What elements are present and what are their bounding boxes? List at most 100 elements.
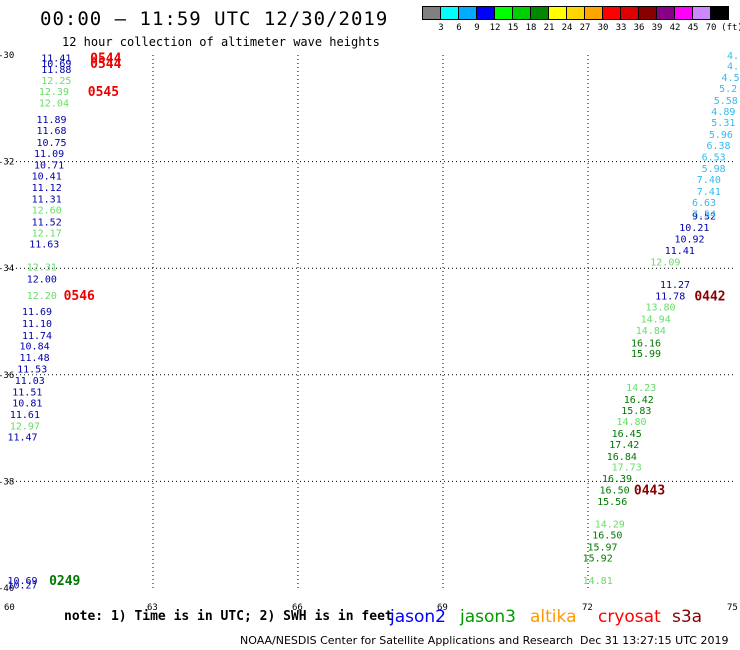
swh-data-label: 11.41 — [41, 54, 71, 65]
colorbar-label: 39 — [651, 23, 663, 33]
swh-data-label: 10.27 — [7, 580, 37, 591]
swh-data-label: 5.58 — [714, 96, 738, 107]
colorbar-label: 30 — [597, 23, 609, 33]
swh-data-label: 11.27 — [660, 280, 690, 291]
note-text: note: 1) Time is in UTC; 2) SWH is in fe… — [64, 609, 393, 624]
swh-data-label: 11.69 — [22, 307, 52, 318]
chart-title: 00:00 – 11:59 UTC 12/30/2019 — [40, 8, 389, 30]
swh-data-label: 16.45 — [612, 429, 642, 440]
swh-data-label: 4. — [727, 51, 739, 62]
swh-data-label: 11.09 — [34, 149, 64, 160]
legend-cryosat: cryosat — [598, 607, 661, 627]
swh-data-label: 10.71 — [34, 160, 64, 171]
colorbar-label: 45 — [687, 23, 699, 33]
swh-data-label: 10.41 — [32, 171, 62, 182]
colorbar-label: 33 — [615, 23, 627, 33]
swh-data-label: 10.75 — [36, 138, 66, 149]
colorbar-label: 21 — [543, 23, 555, 33]
footer: NOAA/NESDIS Center for Satellite Applica… — [240, 634, 728, 647]
swh-data-label: 12.31 — [27, 263, 57, 274]
swh-data-label: 10.81 — [12, 399, 42, 410]
swh-data-label: 14.94 — [641, 314, 671, 325]
time-annotation: 0443 — [634, 483, 665, 498]
colorbar-label: 42 — [669, 23, 681, 33]
swh-data-label: 12.00 — [27, 274, 57, 285]
swh-data-label: 11.74 — [22, 331, 52, 342]
swh-data-label: 17.73 — [612, 462, 642, 473]
y-tick-label: -32 — [0, 158, 14, 168]
swh-data-label: 5.31 — [711, 118, 735, 129]
swh-data-label: 11.03 — [15, 376, 45, 387]
swh-data-label: 16.39 — [602, 474, 632, 485]
swh-data-label: 5.98 — [702, 164, 726, 175]
y-tick-label: -34 — [0, 264, 14, 274]
swh-data-label: 13.80 — [645, 303, 675, 314]
colorbar-unit: (ft) — [721, 23, 740, 33]
swh-data-label: 11.10 — [22, 319, 52, 330]
swh-data-label: 12.20 — [27, 291, 57, 302]
swh-data-label: 14.80 — [616, 417, 646, 428]
swh-data-label: 6.53 — [702, 152, 726, 163]
swh-data-label: 15.99 — [631, 349, 661, 360]
swh-data-label: 4.5 — [722, 73, 740, 84]
swh-data-label: 11.53 — [17, 364, 47, 375]
swh-data-label: 16.42 — [624, 395, 654, 406]
legend-jason2: jason2 — [390, 607, 446, 627]
y-tick-label: -40 — [0, 584, 14, 594]
swh-data-label: 5.2 — [719, 84, 737, 95]
swh-data-label: 4. — [727, 62, 739, 73]
time-annotation: 0545 — [88, 85, 119, 100]
swh-data-label: 4.89 — [711, 107, 735, 118]
swh-data-label: 11.41 — [665, 246, 695, 257]
swh-data-label: 10.21 — [679, 223, 709, 234]
swh-data-label: 12.25 — [41, 76, 71, 87]
swh-data-label: 11.61 — [10, 410, 40, 421]
swh-data-label: 14.84 — [636, 326, 666, 337]
swh-data-label: 12.17 — [32, 228, 62, 239]
x-tick-label: 60 — [4, 603, 15, 613]
swh-data-label: 11.51 — [12, 387, 42, 398]
colorbar-label: 9 — [474, 23, 480, 33]
swh-data-label: 14.81 — [583, 576, 613, 587]
swh-data-label: 15.56 — [597, 497, 627, 508]
colorbar-label: 6 — [456, 23, 462, 33]
swh-data-label: 11.68 — [36, 126, 66, 137]
swh-data-label: 12.04 — [39, 98, 69, 109]
x-tick-label: 69 — [437, 603, 448, 613]
swh-data-label: 15.97 — [587, 542, 617, 553]
time-annotation: 0442 — [694, 289, 725, 304]
swh-data-label: 9.52 — [692, 211, 716, 222]
legend-altika: altika — [530, 607, 577, 627]
swh-data-label: 6.38 — [706, 141, 730, 152]
swh-data-label: 14.29 — [595, 520, 625, 531]
time-annotation: 0544 — [90, 57, 121, 72]
y-tick-label: -38 — [0, 477, 14, 487]
swh-data-label: 11.31 — [32, 194, 62, 205]
swh-data-label: 11.78 — [655, 291, 685, 302]
colorbar-label: 36 — [633, 23, 645, 33]
footer-timestamp: Dec 31 13:27:15 UTC 2019 — [580, 634, 729, 647]
swh-data-label: 11.48 — [20, 353, 50, 364]
swh-data-label: 10.84 — [20, 341, 50, 352]
swh-data-label: 11.63 — [29, 240, 59, 251]
swh-data-label: 11.89 — [36, 115, 66, 126]
swh-data-label: 14.23 — [626, 383, 656, 394]
x-tick-label: 63 — [147, 603, 158, 613]
colorbar-swatch — [710, 6, 729, 20]
swh-data-label: 16.50 — [600, 485, 630, 496]
chart-subtitle: 12 hour collection of altimeter wave hei… — [62, 35, 380, 49]
swh-data-label: 6.63 — [692, 198, 716, 209]
colorbar-label: 27 — [579, 23, 591, 33]
colorbar-label: 70 — [705, 23, 717, 33]
swh-data-label: 12.97 — [10, 421, 40, 432]
swh-data-label: 16.84 — [607, 452, 637, 463]
swh-data-label: 16.50 — [592, 531, 622, 542]
swh-data-label: 16.16 — [631, 338, 661, 349]
colorbar-label: 3 — [438, 23, 444, 33]
time-annotation: 0544 — [90, 52, 121, 67]
legend-jason3: jason3 — [460, 607, 516, 627]
swh-data-label: 11.88 — [41, 65, 71, 76]
time-annotation: 0249 — [49, 574, 80, 589]
